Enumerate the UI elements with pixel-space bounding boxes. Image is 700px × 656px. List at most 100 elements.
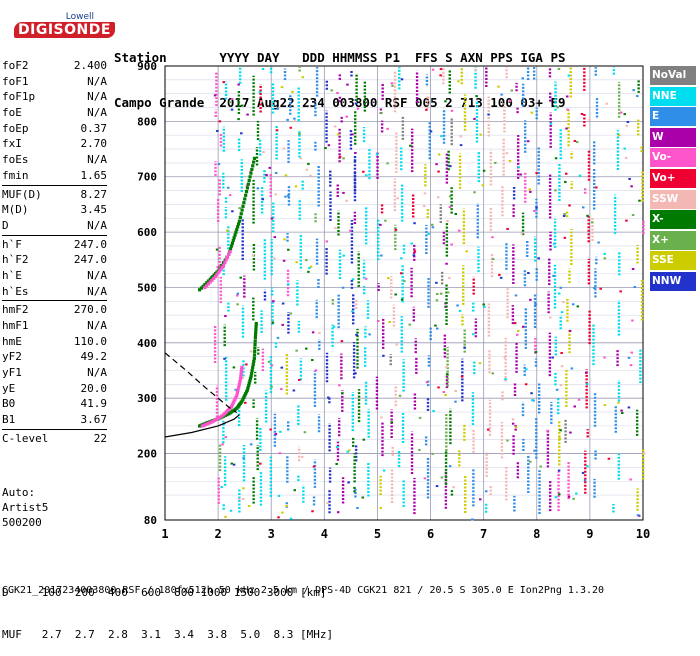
legend-item-vo: Vo-	[650, 148, 696, 168]
echo-dot	[504, 378, 507, 381]
echo-dot	[482, 169, 486, 172]
param-name: foEs	[2, 153, 29, 167]
ionogram-trace-point	[243, 197, 247, 201]
echo-dot	[586, 465, 589, 468]
ionogram-trace-point	[223, 413, 227, 418]
ionogram-trace-point	[220, 414, 224, 418]
echo-dot	[435, 327, 439, 330]
ionogram-trace-point	[254, 321, 258, 326]
echo-dot	[270, 385, 273, 388]
ionogram-trace-point	[253, 346, 257, 350]
echo-dot	[586, 214, 589, 217]
param-name: h`Es	[2, 284, 29, 298]
echo-dot	[222, 81, 226, 84]
echo-dot	[293, 117, 296, 120]
plot-frame	[164, 65, 644, 521]
echo-dot	[566, 108, 569, 111]
param-value: 41.9	[80, 397, 108, 411]
echo-dot	[351, 133, 354, 136]
echo-dot	[484, 490, 488, 493]
echo-dot	[281, 323, 284, 326]
ionogram-trace-point	[242, 201, 246, 205]
x-tick-label: 1	[161, 527, 168, 541]
echo-dot	[557, 469, 561, 472]
param-value: N/A	[87, 153, 107, 167]
x-tick-label: 6	[427, 527, 434, 541]
param-row-d: D N/A	[2, 218, 107, 234]
echo-dot	[354, 151, 357, 154]
x-tick-label: 3	[268, 527, 275, 541]
echo-dot	[380, 254, 383, 257]
ionogram-trace-point	[249, 374, 253, 378]
ionogram-trace-point	[205, 284, 209, 288]
echo-dot	[268, 166, 272, 169]
echo-dot	[338, 155, 342, 158]
echo-dot	[551, 356, 554, 359]
echo-dot	[391, 84, 394, 87]
echo-dot	[281, 302, 285, 305]
echo-dot	[448, 195, 452, 198]
ionogram-trace-point	[254, 324, 258, 328]
echo-dot	[272, 300, 275, 303]
echo-dot	[362, 438, 366, 441]
ionogram-trace-point	[235, 227, 239, 232]
echo-dot	[336, 445, 339, 448]
echo-dot	[400, 272, 403, 275]
echo-dot	[375, 153, 379, 156]
ionogram-trace-point	[248, 376, 253, 381]
echo-dot	[631, 319, 634, 322]
ionogram-trace-point	[203, 285, 207, 290]
echo-dot	[274, 193, 277, 196]
echo-dot	[444, 393, 447, 396]
echo-dot	[431, 226, 435, 229]
legend-item-e: E	[650, 107, 696, 127]
echo-dot	[216, 129, 219, 132]
echo-dot	[435, 485, 439, 488]
echo-dot	[572, 497, 575, 500]
echo-dot	[560, 351, 563, 354]
echo-dot	[497, 85, 500, 88]
echo-dot	[432, 410, 435, 413]
ionogram-trace-point	[248, 175, 252, 179]
echo-dot	[213, 94, 217, 97]
echo-dot	[629, 478, 632, 481]
ionogram-trace-point	[253, 349, 257, 354]
echo-dot	[418, 416, 422, 419]
echo-dot	[563, 213, 566, 216]
ionogram-trace-point	[232, 399, 236, 403]
echo-dot	[249, 443, 253, 446]
echo-dot	[409, 144, 412, 147]
echo-dot	[546, 429, 549, 432]
echo-dot	[471, 518, 474, 521]
echo-dot	[437, 386, 440, 389]
echo-dot	[345, 115, 349, 118]
ionogram-trace-point	[202, 423, 206, 427]
ionogram-trace-point	[250, 368, 254, 372]
param-row-hmf2: hmF2 270.0	[2, 302, 107, 318]
echo-dot	[422, 205, 426, 208]
echo-dot	[483, 305, 486, 308]
echo-dot	[583, 479, 587, 482]
echo-dot	[564, 172, 568, 175]
param-name: B0	[2, 397, 16, 411]
ionogram-trace-point	[238, 380, 242, 384]
echo-dot	[273, 257, 276, 260]
param-value: N/A	[87, 218, 107, 232]
param-value: 3.45	[80, 203, 108, 217]
echo-dot	[281, 511, 284, 514]
param-row-he: h`E N/A	[2, 268, 107, 284]
ionogram-trace-point	[242, 395, 246, 399]
echo-dot	[298, 132, 301, 135]
ionogram-trace-point	[237, 385, 241, 389]
station-header: Station YYYY DAY DDD HHMMSS P1 FFS S AXN…	[114, 20, 566, 125]
echo-dot	[440, 292, 443, 295]
echo-dot	[361, 496, 365, 499]
echo-dot	[301, 455, 304, 458]
ionogram-trace-point	[229, 405, 234, 409]
echo-dot	[499, 276, 503, 279]
echo-dot	[581, 471, 585, 474]
echo-dot	[291, 90, 294, 93]
echo-dot	[446, 291, 450, 294]
echo-dot	[232, 463, 236, 466]
param-name: M(D)	[2, 203, 29, 217]
